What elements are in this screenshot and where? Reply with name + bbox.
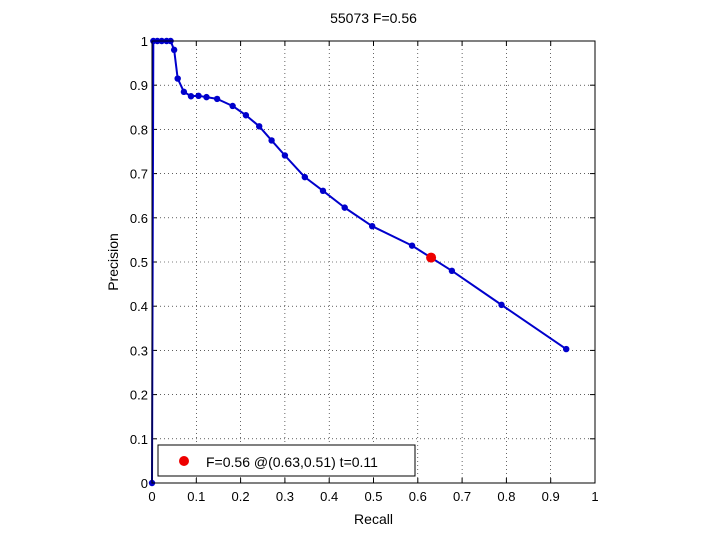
series-point (268, 137, 275, 144)
series-point (203, 93, 210, 101)
y-tick-label: 1 (141, 34, 148, 49)
chart-title: 55073 F=0.56 (330, 10, 417, 26)
series-point (448, 267, 456, 275)
highlight-group (426, 252, 437, 263)
x-tick-label: 0.1 (187, 489, 205, 504)
series-point (213, 95, 221, 103)
series-point (229, 102, 236, 110)
y-tick-label: 0.3 (130, 343, 148, 358)
x-tick-label: 0.9 (542, 489, 560, 504)
series-point (242, 112, 250, 119)
x-tick-label: 0.3 (276, 489, 294, 504)
f-measure-point (426, 252, 437, 263)
x-tick-label: 0.8 (497, 489, 515, 504)
series-point (180, 88, 188, 96)
y-axis-label: Precision (105, 233, 121, 291)
x-tick-label: 0.2 (232, 489, 250, 504)
x-tick-label: 0 (148, 489, 155, 504)
x-tick-label: 0.4 (320, 489, 338, 504)
series-point (256, 123, 263, 130)
grid-lines (152, 41, 595, 483)
axes-frame (151, 40, 596, 484)
y-tick-label: 0.9 (130, 78, 148, 93)
y-tick-label: 0.8 (130, 122, 148, 137)
series-point (174, 75, 181, 82)
y-tick-labels: 0 0.1 0.2 0.3 0.4 0.5 0.6 0.7 0.8 0.9 1 (130, 34, 148, 491)
x-tick-label: 0.5 (364, 489, 382, 504)
y-tick-label: 0.6 (130, 211, 148, 226)
series-point (341, 204, 348, 211)
series-point (563, 345, 570, 353)
x-tick-label: 0.7 (453, 489, 471, 504)
series-point (281, 152, 289, 159)
series-point (498, 301, 505, 309)
series-point (195, 92, 202, 100)
x-tick-label: 1 (591, 489, 598, 504)
series-point (301, 173, 309, 181)
y-tick-label: 0.2 (130, 388, 148, 403)
series-point (170, 46, 178, 54)
series-point (187, 93, 195, 100)
y-tick-label: 0.7 (130, 167, 148, 182)
x-tick-label: 0.6 (409, 489, 427, 504)
series-point (319, 187, 327, 195)
legend-box (157, 444, 416, 477)
x-axis-label: Recall (354, 511, 393, 527)
legend-marker (179, 456, 189, 466)
series-point (408, 242, 416, 249)
series-point (368, 222, 376, 230)
legend-label: F=0.56 @(0.63,0.51) t=0.11 (206, 454, 378, 470)
y-tick-label: 0 (141, 476, 148, 491)
y-tick-label: 0.1 (130, 432, 148, 447)
y-tick-label: 0.5 (130, 255, 148, 270)
legend: F=0.56 @(0.63,0.51) t=0.11 (157, 444, 416, 477)
x-tick-labels: 0 0.1 0.2 0.3 0.4 0.5 0.6 0.7 0.8 0.9 1 (148, 489, 598, 504)
y-tick-label: 0.4 (130, 299, 148, 314)
